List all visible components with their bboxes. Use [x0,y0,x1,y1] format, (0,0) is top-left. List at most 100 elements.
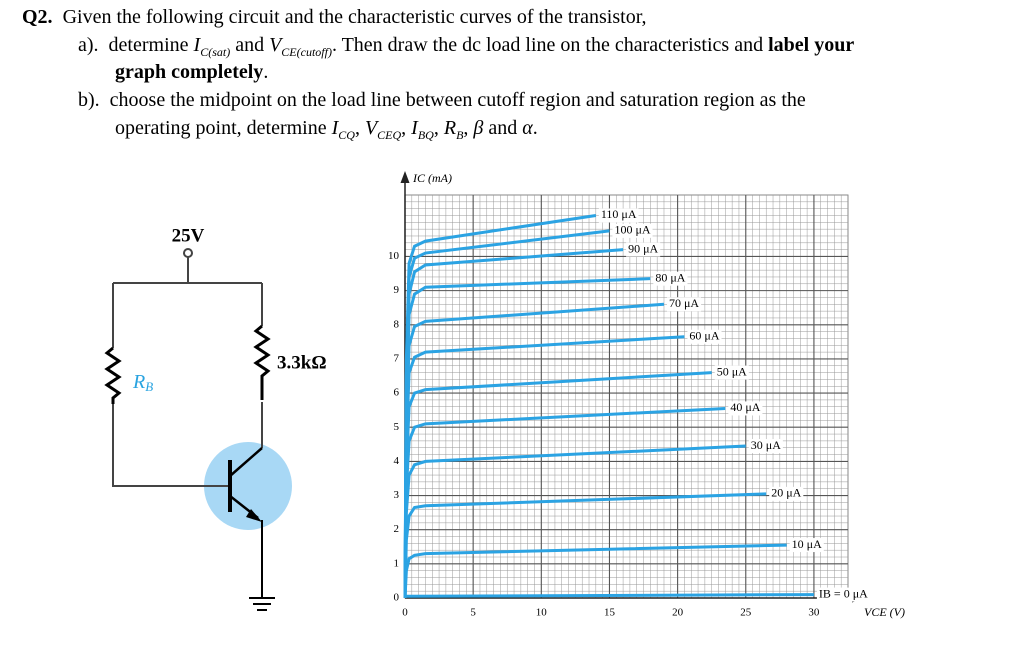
symbol: I [193,34,201,56]
label-background [653,271,688,286]
y-tick-label: 5 [394,421,400,433]
symbol: R [443,117,457,139]
question-intro: Given the following circuit and the char… [62,6,647,28]
y-tick-label: 0 [394,592,400,604]
curve-label: 50 μA [717,364,747,378]
text: and [230,34,270,56]
label-background [598,208,639,223]
subscript: C(sat) [200,45,231,59]
x-tick-label: 20 [672,607,684,619]
curve-label: 100 μA [614,223,650,237]
label-background [626,242,661,257]
curve-label: IB = 0 μA [819,586,868,600]
emitter-arrow [246,509,262,522]
rb-label: RB [132,371,153,394]
part-b: b). choose the midpoint on the load line… [78,89,806,112]
subscript: B [456,128,464,142]
y-tick-label: 9 [394,284,400,296]
label-background [789,538,824,553]
subscript: CE(cutoff) [281,45,332,59]
curve [403,444,746,599]
symbol: I [411,117,418,139]
subscript: BQ [417,128,434,142]
y-tick-label: 6 [394,387,400,399]
x-tick-label: 25 [740,607,752,619]
subscript: CEQ [377,128,402,142]
x-tick-label: 0 [402,607,408,619]
x-tick-label: 15 [604,607,616,619]
resistor-rb [104,346,122,404]
x-tick-label: 10 [536,607,548,619]
bold-text: graph completely [115,61,264,83]
y-tick-label: 4 [394,455,400,467]
curve [403,543,787,599]
curve-label: 70 μA [669,296,699,310]
curve-label: 20 μA [771,486,801,500]
rc-label: 3.3kΩ [277,352,327,373]
rb-subscript: B [145,379,153,394]
label-background [816,587,870,602]
curve-label: 80 μA [655,270,685,284]
label-background [769,486,804,501]
text: . [263,61,269,83]
wire [112,257,263,487]
text: , [463,117,474,139]
circuit: 25V RB 3.3kΩ [104,225,327,611]
text: and [483,117,523,139]
ground [249,520,275,611]
y-tick-label: 3 [394,489,400,501]
text: , [354,117,365,139]
symbol: α [522,117,533,139]
text: , [401,117,412,139]
y-tick-label: 10 [388,250,400,262]
bold-text: label your [768,34,855,56]
curve-label: 90 μA [628,241,658,255]
curve-label: 40 μA [730,400,760,414]
x-tick-label: 5 [470,607,476,619]
y-tick-label: 8 [394,318,400,330]
text: determine [108,34,194,56]
symbol: V [269,34,282,56]
label-background [612,223,653,238]
part-label: a). [78,34,99,56]
text: . Then draw the dc load line on the char… [331,34,769,56]
curve [404,593,814,598]
part-a-cont: graph completely. [115,61,268,84]
x-tick-label: 30 [808,607,820,619]
label-background [748,439,783,454]
y-axis-label: IC (mA) [412,171,452,185]
rb-symbol: R [132,371,145,393]
characteristic-chart: 0 5 10 15 20 25 30 0 1 2 3 4 5 6 7 8 9 10 IC (mA) VCE (V) 11… [388,171,905,619]
symbol: β [473,117,484,139]
curve-label: 10 μA [792,537,822,551]
text: . [532,117,538,139]
label-background [728,401,763,416]
y-tick-label: 1 [394,557,400,569]
curve-label: 110 μA [601,207,637,221]
part-a: a). determine IC(sat) and VCE(cutoff). T… [78,34,854,60]
supply-label: 25V [172,225,205,246]
y-tick-label: 7 [394,352,400,364]
label-background [666,297,702,312]
text: choose the midpoint on the load line bet… [109,89,806,111]
terminal [183,248,193,258]
label-background [714,365,749,380]
curve-label: 30 μA [751,438,781,452]
transistor-highlight [204,442,292,530]
symbol: I [331,117,339,139]
x-axis-label: VCE (V) [864,605,905,619]
y-tick-label: 2 [394,523,400,535]
question-number: Q2. [22,6,53,28]
curve-label: 60 μA [689,328,719,342]
question-line: Q2. Given the following circuit and the … [22,6,647,29]
subscript: CQ [338,128,355,142]
resistor-rc [253,324,271,400]
curve [403,492,767,599]
symbol: V [364,117,378,139]
text: , [433,117,444,139]
text: operating point, determine [115,117,332,139]
label-background [687,329,722,344]
part-label: b). [78,89,100,111]
